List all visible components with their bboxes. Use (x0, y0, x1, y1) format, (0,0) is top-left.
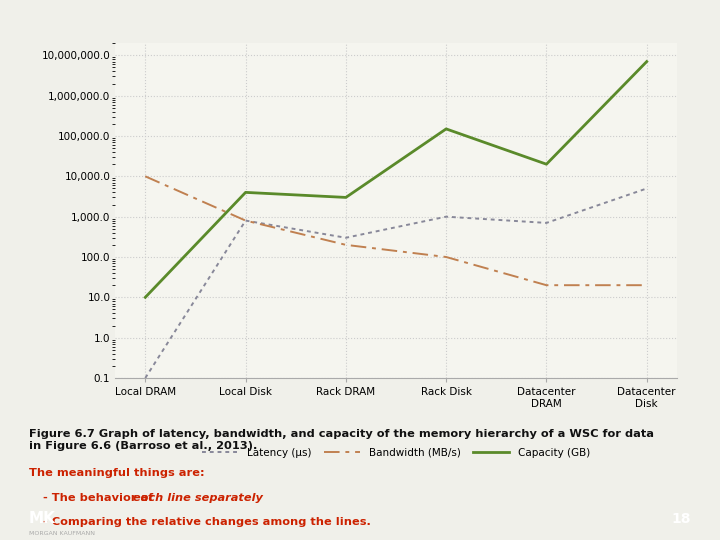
Text: 18: 18 (672, 512, 691, 526)
Text: MORGAN KAUFMANN: MORGAN KAUFMANN (29, 531, 95, 536)
Text: Figure 6.7 Graph of latency, bandwidth, and capacity of the memory hierarchy of : Figure 6.7 Graph of latency, bandwidth, … (29, 429, 654, 451)
Text: The meaningful things are:: The meaningful things are: (29, 468, 204, 478)
Text: each line separately: each line separately (133, 493, 263, 503)
Legend: Latency (µs), Bandwidth (MB/s), Capacity (GB): Latency (µs), Bandwidth (MB/s), Capacity… (198, 443, 594, 462)
Text: - The behavior of: - The behavior of (43, 493, 158, 503)
Text: MK: MK (29, 511, 55, 526)
Text: - Comparing the relative changes among the lines.: - Comparing the relative changes among t… (43, 517, 371, 527)
